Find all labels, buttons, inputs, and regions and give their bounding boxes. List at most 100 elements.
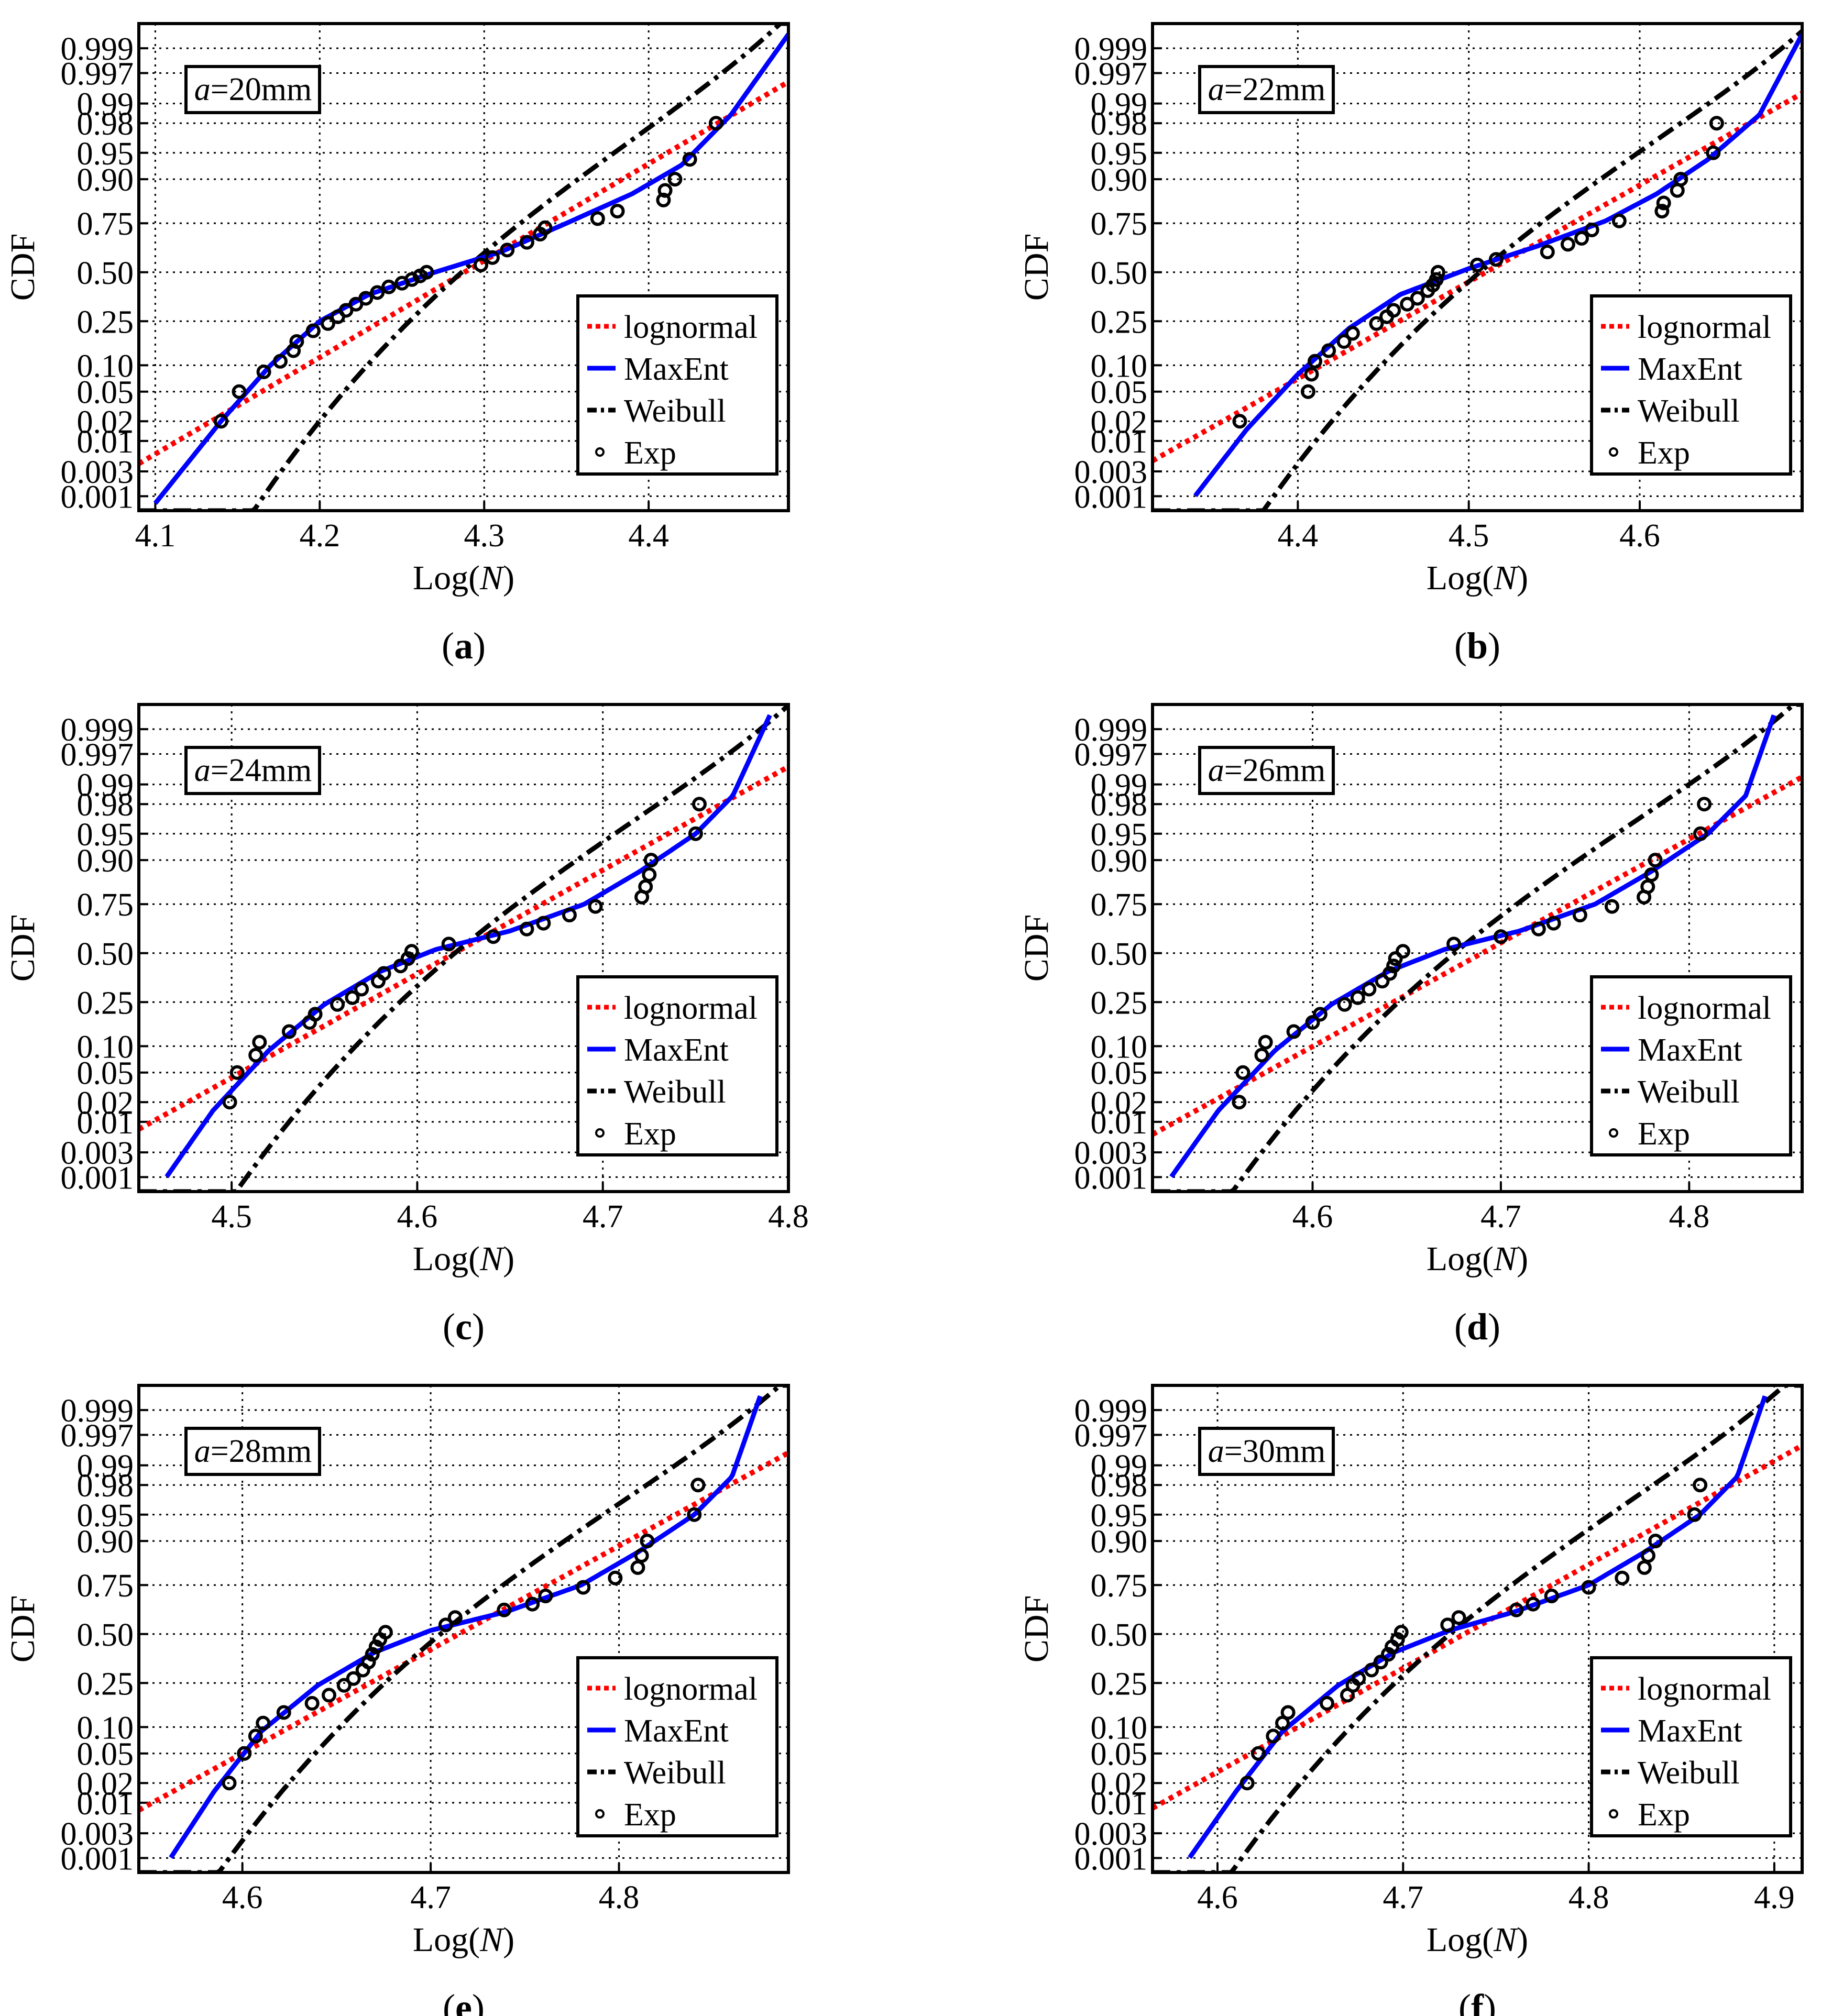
exp-point [1687, 1507, 1702, 1522]
x-axis-label-suffix: ) [503, 1240, 514, 1278]
x-tick-label: 4.8 [1669, 1199, 1710, 1235]
maxent-curve [1193, 33, 1802, 498]
weibull-curve [139, 1385, 788, 1872]
legend-label: Weibull [624, 1755, 726, 1791]
annotation-variable: a [194, 72, 211, 107]
y-axis-label: CDF [1017, 234, 1056, 301]
exp-point [486, 929, 501, 944]
panel-paren-close: ) [472, 1987, 485, 2016]
y-tick-label: 0.997 [61, 1418, 134, 1453]
exp-point [1266, 1728, 1281, 1744]
y-tick-label: 0.95 [77, 136, 134, 172]
x-tick-label: 4.8 [768, 1199, 809, 1235]
y-tick-label: 0.003 [1074, 1136, 1148, 1171]
y-tick-label: 0.001 [61, 1841, 134, 1877]
exp-point [1488, 252, 1504, 267]
legend-box [1590, 975, 1792, 1156]
x-tick-label: 4.4 [1278, 518, 1319, 554]
exp-point [248, 1048, 264, 1063]
legend-label: MaxEnt [1638, 1032, 1742, 1068]
exp-point [1440, 1617, 1455, 1633]
legend-label: lognormal [624, 1671, 758, 1707]
exp-point [525, 1596, 540, 1612]
x-axis-label-var: N [479, 1240, 505, 1278]
panel-letter: a [454, 625, 473, 667]
exp-point [304, 1696, 320, 1711]
legend-box [576, 1656, 778, 1837]
x-tick-label: 4.7 [1383, 1880, 1424, 1915]
weibull-curve [1153, 1385, 1802, 1872]
y-tick-label: 0.10 [77, 1029, 134, 1065]
legend-label: Exp [1638, 1797, 1690, 1833]
exp-point [536, 916, 551, 931]
x-axis-label-prefix: Log( [1427, 1921, 1494, 1959]
exp-point [1362, 982, 1377, 997]
exp-point [346, 1671, 361, 1686]
y-tick-label: 0.001 [61, 1160, 134, 1196]
annotation-value: =24mm [211, 753, 312, 788]
y-tick-label: 0.10 [77, 348, 134, 384]
exp-point [1235, 1065, 1250, 1080]
exp-point [643, 853, 659, 868]
exp-point [537, 220, 553, 235]
plot-series [1153, 29, 1802, 511]
exp-point [1572, 908, 1587, 923]
exp-point [1321, 343, 1336, 358]
exp-point [519, 235, 534, 250]
y-tick-label: 0.75 [1091, 1568, 1148, 1604]
y-tick-label: 0.98 [1091, 787, 1148, 823]
annotation-variable: a [194, 753, 211, 788]
exp-point [1673, 172, 1688, 187]
exp-point [1640, 879, 1655, 894]
y-tick-label: 0.90 [77, 1524, 134, 1560]
exp-point [1390, 1632, 1405, 1647]
exp-point [682, 152, 697, 167]
legend-label: Weibull [1638, 1074, 1740, 1110]
exp-point [497, 1602, 512, 1617]
exp-point [370, 285, 385, 300]
x-tick-label: 4.1 [135, 518, 176, 554]
panel-letter: b [1467, 625, 1488, 667]
exp-point [1308, 354, 1322, 369]
exp-point [1656, 195, 1671, 211]
panel-letter: e [455, 1987, 472, 2016]
exp-point [1470, 257, 1485, 272]
y-tick-label: 0.10 [1091, 348, 1148, 384]
panel-paren-open: ( [1458, 1987, 1471, 2016]
y-tick-label: 0.90 [77, 843, 134, 879]
x-tick-label: 4.6 [222, 1880, 263, 1915]
panel-paren-open: ( [443, 1987, 455, 2016]
exp-point [354, 982, 369, 997]
y-tick-label: 0.05 [77, 1056, 134, 1092]
y-tick-label: 0.90 [1091, 843, 1148, 879]
exp-point [634, 1548, 649, 1563]
y-tick-label: 0.99 [77, 768, 134, 803]
exp-point [473, 257, 488, 272]
exp-point [365, 1647, 380, 1662]
annotation-value: =22mm [1224, 72, 1325, 107]
exp-point [404, 944, 419, 959]
y-tick-label: 0.999 [1074, 31, 1148, 67]
x-tick-label: 4.6 [1197, 1880, 1238, 1915]
exp-point [1336, 334, 1352, 349]
y-tick-label: 0.01 [1091, 424, 1148, 460]
axes-frame [1151, 1384, 1804, 1874]
exp-point [1300, 384, 1315, 399]
exp-point [1574, 230, 1589, 246]
exp-point [692, 797, 707, 812]
exp-point [1364, 1662, 1379, 1678]
annotation-label: a=26mm [1208, 753, 1325, 788]
x-tick-label: 4.4 [628, 518, 669, 554]
exp-point [1351, 1671, 1366, 1686]
plot-series [139, 704, 788, 1192]
exp-point [368, 1639, 383, 1655]
x-tick-label: 4.9 [1754, 1880, 1795, 1915]
x-tick-label: 4.3 [464, 518, 504, 554]
exp-point [237, 1746, 252, 1761]
axes-frame [1151, 703, 1804, 1193]
exp-point [1644, 867, 1659, 882]
exp-point [642, 867, 657, 882]
exp-point [447, 1610, 463, 1625]
